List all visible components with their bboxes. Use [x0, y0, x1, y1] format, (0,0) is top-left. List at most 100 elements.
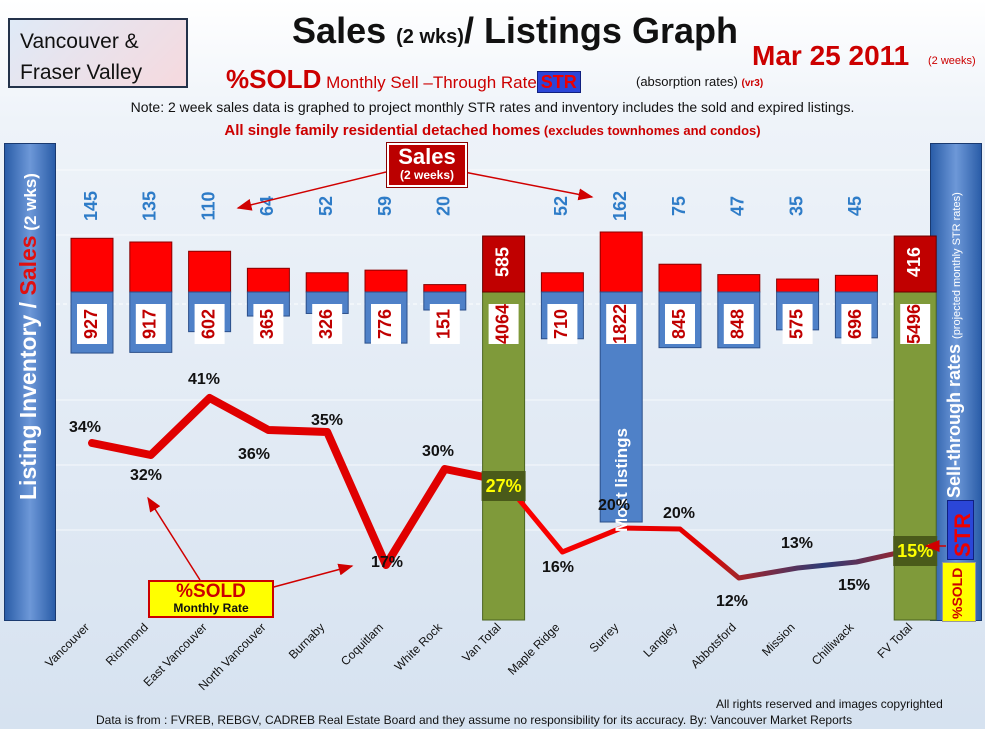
data-note: Note: 2 week sales data is graphed to pr… [130, 99, 855, 115]
x-tick-chilliwack: Chilliwack [809, 620, 857, 668]
pct-label-burnaby: 35% [311, 412, 343, 429]
sales-value-burnaby: 52 [316, 196, 336, 216]
sales-callout-sub: (2 weeks) [399, 168, 455, 182]
sales-bar-van-total [482, 235, 526, 293]
subtitle-rate: Monthly Sell –Through Rate [321, 73, 537, 92]
inventory-value-vancouver: 927 [81, 309, 101, 339]
inventory-value-coquitlam: 776 [375, 309, 395, 339]
sales-bar-coquitlam [364, 269, 408, 293]
sales-value-east-vancouver: 110 [198, 191, 218, 220]
report-date: Mar 25 2011 [752, 40, 910, 71]
bar-group [70, 231, 937, 621]
pct-label-white-rock: 30% [422, 443, 454, 460]
inventory-value-surrey: 1822 [610, 304, 630, 344]
pct-label-langley: 20% [663, 505, 695, 522]
sales-callout-title: Sales [398, 144, 456, 169]
inventory-label-bg-maple-ridge [547, 304, 578, 344]
chart-title: Sales (2 wks)/ Listings Graph [275, 10, 755, 52]
sales-bar-vancouver [70, 237, 114, 293]
pct-label-van-total: 27% [486, 476, 522, 496]
sold-rate-line-group [88, 394, 918, 581]
sales-bar-maple-ridge [540, 272, 584, 293]
sales-value-chilliwack: 45 [845, 196, 865, 216]
sales-bar-surrey [599, 231, 643, 293]
sales-value-abbotsford: 47 [728, 196, 748, 216]
sales-bar-burnaby [305, 272, 349, 293]
inventory-label-bg-surrey [606, 304, 637, 344]
inventory-label-bg-burnaby [312, 304, 343, 344]
chart-subtitle: %SOLD Monthly Sell –Through Rate STR [226, 64, 581, 95]
scope-note-sub: (excludes townhomes and condos) [540, 123, 761, 138]
inventory-label-bg-abbotsford [723, 304, 754, 344]
region-line-1: Vancouver & [20, 30, 139, 53]
title-main: Sales [292, 10, 397, 51]
pct-label-abbotsford: 12% [716, 593, 748, 610]
pct-label-north-vancouver: 36% [238, 446, 270, 463]
sales-value-richmond: 135 [140, 191, 160, 221]
x-tick-burnaby: Burnaby [286, 620, 328, 662]
pct-highlight-bg-van-total [481, 471, 526, 501]
subtitle-str-badge: STR [536, 71, 581, 93]
region-label-box: Vancouver & Fraser Valley [8, 18, 188, 88]
x-tick-white-rock: White Rock [392, 620, 446, 674]
sold-badge: %SOLD [942, 562, 976, 622]
sales-bar-white-rock [423, 284, 467, 293]
sales-arrow-left [236, 171, 387, 211]
absorption-note: (absorption rates) (vr3) [636, 74, 763, 89]
sold-arrow-up [147, 496, 201, 581]
callout-arrows [147, 171, 946, 589]
inventory-label-bg-van-total [488, 304, 519, 344]
inventory-label-bg-richmond [135, 304, 166, 344]
inventory-label-bg-north-vancouver [253, 304, 284, 344]
x-tick-coquitlam: Coquitlam [338, 620, 386, 668]
inventory-bar-van-total [482, 291, 526, 621]
inventory-value-fv-total: 5496 [904, 304, 924, 344]
sold-line-fraser-valley [501, 478, 918, 581]
x-tick-maple-ridge: Maple Ridge [505, 620, 563, 678]
pct-label-chilliwack: 15% [838, 577, 870, 594]
inventory-label-bg-mission [782, 304, 813, 344]
most-listings-label: Most listings [612, 428, 631, 532]
inventory-value-white-rock: 151 [434, 309, 454, 339]
inventory-value-north-vancouver: 365 [257, 309, 277, 339]
inventory-value-chilliwack: 696 [845, 309, 865, 339]
inventory-value-east-vancouver: 602 [198, 309, 218, 339]
sales-value-fv-total: 416 [904, 247, 924, 277]
subtitle-pct: %SOLD [226, 64, 322, 94]
inventory-label-bg-langley [665, 304, 695, 344]
inventory-label-bg-east-vancouver [194, 304, 225, 344]
pct-label-maple-ridge: 16% [542, 559, 574, 576]
inventory-label-bg-vancouver [77, 304, 107, 344]
pct-label-vancouver: 34% [69, 419, 101, 436]
title-small: (2 wks) [396, 26, 464, 48]
x-tick-surrey: Surrey [586, 620, 621, 655]
inventory-value-richmond: 917 [140, 309, 160, 339]
sold-callout-sub: Monthly Rate [173, 601, 249, 615]
sales-value-surrey: 162 [610, 191, 630, 221]
region-line-2: Fraser Valley [20, 61, 143, 84]
inventory-label-bg-white-rock [429, 304, 460, 344]
sales-value-white-rock: 20 [434, 196, 454, 216]
sold-line-vancouver [88, 394, 508, 569]
inventory-value-maple-ridge: 710 [551, 309, 571, 339]
sales-value-mission: 35 [786, 196, 806, 216]
x-tick-vancouver: Vancouver [42, 620, 92, 670]
pct-label-mission: 13% [781, 535, 813, 552]
str-badge: STR [947, 500, 975, 560]
scope-note-main: All single family residential detached h… [224, 122, 541, 139]
inventory-label-bg-coquitlam [371, 304, 401, 344]
sales-arrow-right [463, 171, 594, 201]
sales-bar-langley [658, 263, 702, 293]
report-date-note: (2 weeks) [928, 55, 976, 67]
label-group: 927 145 917 135 602 110 365 64 326 52 776 59 151 20 40… [69, 191, 938, 610]
version-tag: (vr3) [741, 78, 764, 89]
x-tick-mission: Mission [759, 620, 798, 659]
sold-callout: %SOLD Monthly Rate [148, 580, 274, 618]
pct-label-richmond: 32% [130, 467, 162, 484]
sales-bar-east-vancouver [188, 250, 232, 293]
x-tick-van-total: Van Total [459, 620, 504, 665]
sold-arrow-right [269, 563, 354, 589]
sales-callout: Sales (2 weeks) [387, 143, 467, 187]
left-axis-panel [4, 143, 56, 621]
